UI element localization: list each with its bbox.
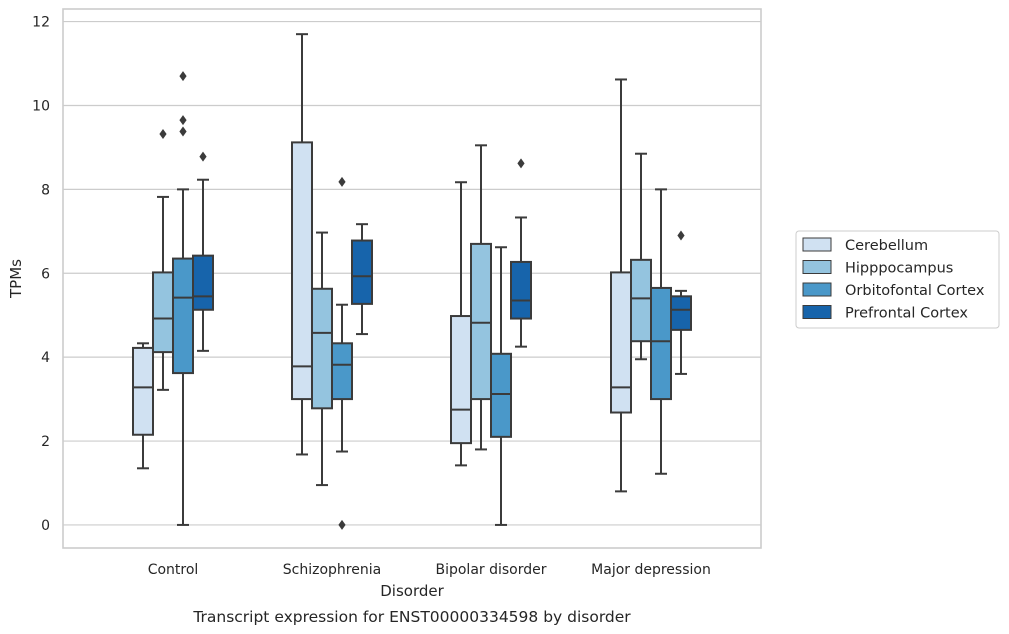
outlier-point xyxy=(517,158,525,169)
box-orbitofontal-cortex-2 xyxy=(490,246,512,526)
y-tick-label: 2 xyxy=(41,434,50,450)
iqr-box xyxy=(331,342,353,401)
box-hipppocampus-2 xyxy=(470,144,492,451)
box-orbitofontal-cortex-3 xyxy=(650,188,672,475)
y-tick-label: 0 xyxy=(41,518,50,534)
iqr-box xyxy=(650,286,672,401)
legend-swatch xyxy=(802,260,832,274)
outlier-point xyxy=(199,151,207,162)
iqr-box xyxy=(510,260,532,320)
y-axis-label: TPMs xyxy=(7,259,25,299)
x-tick-label: Bipolar disorder xyxy=(435,562,546,578)
iqr-box xyxy=(610,271,632,414)
iqr-box xyxy=(351,239,373,305)
iqr-box xyxy=(670,295,692,331)
y-tick-label: 8 xyxy=(41,182,50,198)
outlier-point xyxy=(677,230,685,241)
iqr-box xyxy=(132,346,154,436)
x-tick-label: Major depression xyxy=(591,562,711,578)
box-orbitofontal-cortex-0 xyxy=(172,71,194,526)
outlier-point xyxy=(179,115,187,126)
outlier-point xyxy=(179,126,187,137)
box-prefrontal-cortex-1 xyxy=(351,223,373,336)
iqr-box xyxy=(450,315,472,445)
y-tick-label: 12 xyxy=(32,15,50,31)
iqr-box xyxy=(470,242,492,401)
iqr-box xyxy=(490,352,512,438)
y-tick-label: 10 xyxy=(32,98,50,114)
iqr-box xyxy=(291,141,313,401)
box-cerebellum-2 xyxy=(450,181,472,467)
box-prefrontal-cortex-3 xyxy=(670,230,692,375)
outlier-point xyxy=(179,71,187,82)
box-hipppocampus-1 xyxy=(311,231,333,487)
legend-swatch xyxy=(802,282,832,297)
chart-caption: Transcript expression for ENST0000033459… xyxy=(192,608,631,626)
box-orbitofontal-cortex-1 xyxy=(331,176,353,530)
legend: Cerebellum Hipppocampus Orbitofontal Corte… xyxy=(795,230,1000,329)
box-prefrontal-cortex-2 xyxy=(510,158,532,348)
legend-label: Hipppocampus xyxy=(845,261,953,277)
outlier-point xyxy=(338,176,346,187)
plot-frame xyxy=(62,8,762,549)
y-tick-labels: 0 2 4 6 8 10 12 xyxy=(32,15,50,534)
box-hipppocampus-0 xyxy=(152,128,174,391)
iqr-box xyxy=(172,257,194,375)
x-axis-label: Disorder xyxy=(380,582,444,600)
legend-label: Prefrontal Cortex xyxy=(845,306,968,322)
box-hipppocampus-3 xyxy=(630,152,652,361)
iqr-box xyxy=(192,254,214,311)
legend-frame xyxy=(795,230,1000,329)
legend-label: Cerebellum xyxy=(845,238,928,254)
box-cerebellum-1 xyxy=(291,33,313,456)
iqr-box xyxy=(152,271,174,354)
iqr-box xyxy=(311,287,333,410)
legend-label: Orbitofontal Cortex xyxy=(845,283,985,299)
legend-swatch xyxy=(802,305,832,319)
box-cerebellum-0 xyxy=(132,342,154,470)
x-tick-labels: Control Schizophrenia Bipolar disorder Majo… xyxy=(148,562,711,578)
outlier-point xyxy=(159,128,167,139)
box-layer xyxy=(132,33,692,530)
x-tick-label: Control xyxy=(148,562,199,578)
legend-swatch xyxy=(802,237,832,252)
x-tick-label: Schizophrenia xyxy=(283,562,381,578)
outlier-point xyxy=(338,519,346,530)
y-tick-label: 4 xyxy=(41,350,50,366)
iqr-box xyxy=(630,258,652,343)
y-tick-label: 6 xyxy=(41,266,50,282)
box-cerebellum-3 xyxy=(610,78,632,493)
box-prefrontal-cortex-0 xyxy=(192,151,214,352)
